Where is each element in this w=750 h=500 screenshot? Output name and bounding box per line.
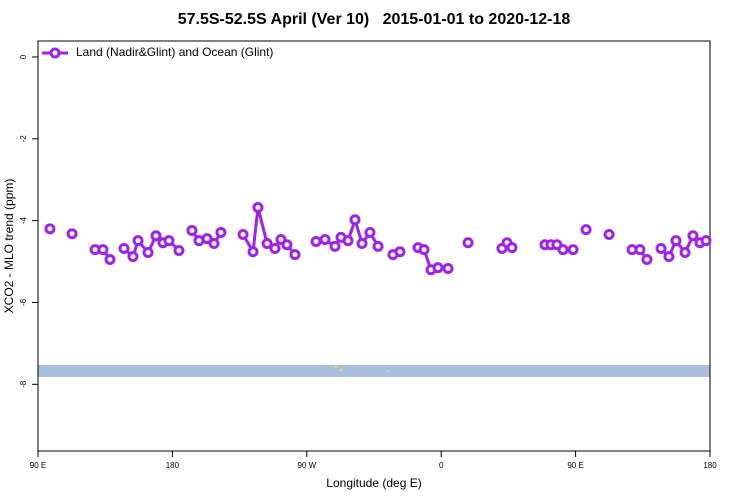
data-point <box>247 246 259 258</box>
data-point <box>679 247 691 259</box>
data-point <box>356 238 368 250</box>
data-point <box>97 244 109 256</box>
x-tick-label: 180 <box>166 461 180 470</box>
data-point <box>289 249 301 261</box>
x-tick-label: 90 E <box>567 461 583 470</box>
data-point <box>349 214 361 226</box>
x-tick-label: 180 <box>703 461 717 470</box>
data-point <box>670 235 682 247</box>
data-point <box>418 244 430 256</box>
land-strip <box>38 365 710 377</box>
data-point <box>132 235 144 247</box>
data-point <box>394 246 406 258</box>
data-point <box>104 254 116 266</box>
data-point <box>142 247 154 259</box>
plot-frame <box>37 40 711 452</box>
y-tick-label: -2 <box>19 135 28 143</box>
y-tick-label: -4 <box>19 217 28 225</box>
y-tick-label: -8 <box>19 380 28 388</box>
data-point <box>506 242 518 254</box>
data-point <box>364 226 376 238</box>
y-tick-label: -6 <box>19 298 28 306</box>
x-tick-label: 90 E <box>30 461 46 470</box>
y-axis-label: XCO2 - MLO trend (ppm) <box>2 179 16 314</box>
data-point <box>118 242 130 254</box>
data-point <box>252 202 264 214</box>
data-point <box>310 235 322 247</box>
data-point <box>342 235 354 247</box>
data-point <box>655 242 667 254</box>
data-point <box>663 251 675 263</box>
series-line <box>95 207 707 272</box>
data-point <box>44 223 56 235</box>
data-point <box>462 237 474 249</box>
data-point <box>700 235 712 247</box>
data-point <box>237 229 249 241</box>
data-point <box>173 245 185 257</box>
data-point <box>269 242 281 254</box>
data-point <box>557 244 569 256</box>
data-point <box>603 229 615 241</box>
data-point <box>215 226 227 238</box>
data-point <box>201 233 213 245</box>
data-point <box>329 240 341 252</box>
data-point <box>163 235 175 247</box>
data-point <box>281 239 293 251</box>
land-dot <box>334 365 338 369</box>
chart-title: 57.5S-52.5S April (Ver 10) 2015-01-01 to… <box>178 11 571 28</box>
data-point <box>208 238 220 250</box>
x-tick-label: 90 W <box>297 461 316 470</box>
x-axis-label: Longitude (deg E) <box>326 476 421 490</box>
data-point <box>634 244 646 256</box>
data-point <box>186 224 198 236</box>
data-point <box>372 240 384 252</box>
legend-marker <box>49 47 61 59</box>
land-dot <box>339 368 343 372</box>
data-point <box>261 238 273 250</box>
data-point <box>150 230 162 242</box>
legend-label: Land (Nadir&Glint) and Ocean (Glint) <box>76 45 273 59</box>
data-point <box>442 263 454 275</box>
data-point <box>641 254 653 266</box>
y-tick-label: 0 <box>19 54 28 59</box>
data-point <box>687 230 699 242</box>
data-point <box>66 228 78 240</box>
data-point <box>319 233 331 245</box>
data-point <box>580 224 592 236</box>
data-point <box>432 262 444 274</box>
land-dot <box>387 370 389 372</box>
data-point <box>567 244 579 256</box>
data-point <box>127 251 139 263</box>
x-tick-label: 0 <box>439 461 444 470</box>
